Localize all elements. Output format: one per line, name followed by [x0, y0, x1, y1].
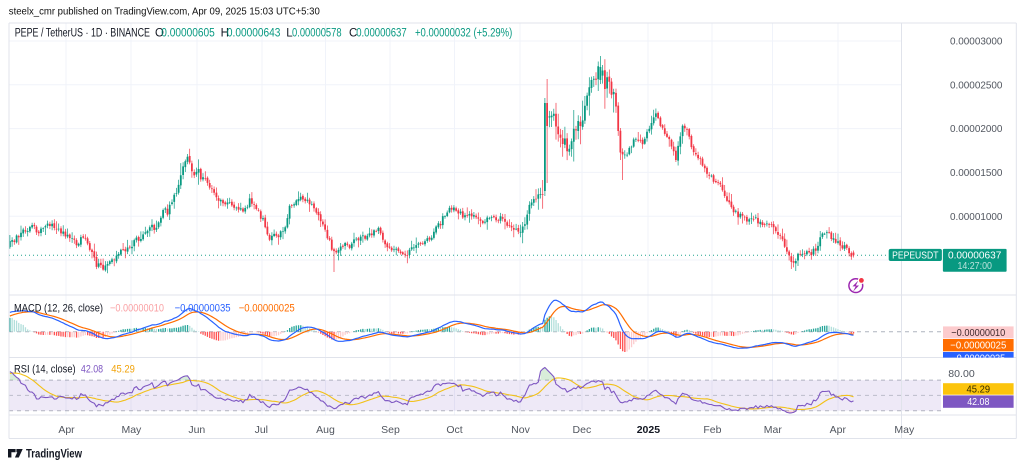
svg-text:PEPE / TetherUS · 1D · BINANCE: PEPE / TetherUS · 1D · BINANCE: [15, 27, 151, 39]
svg-text:Mar: Mar: [764, 424, 783, 436]
svg-text:May: May: [894, 424, 915, 436]
svg-text:Jun: Jun: [188, 424, 205, 436]
svg-text:−0.00000035: −0.00000035: [951, 353, 1005, 365]
svg-text:May: May: [121, 424, 142, 436]
svg-text:RSI (14, close): RSI (14, close): [14, 363, 76, 375]
svg-text:H: H: [221, 27, 229, 39]
svg-text:0.00000643: 0.00000643: [227, 27, 281, 39]
svg-text:PEPEUSDT: PEPEUSDT: [892, 250, 938, 261]
svg-text:0.00001500: 0.00001500: [950, 168, 1003, 179]
svg-text:O: O: [155, 27, 164, 39]
svg-text:−0.00000035: −0.00000035: [175, 303, 231, 315]
svg-text:0.00001000: 0.00001000: [950, 212, 1003, 223]
svg-text:Nov: Nov: [511, 424, 530, 436]
svg-text:0.00000637: 0.00000637: [356, 27, 407, 39]
svg-text:0.00002000: 0.00002000: [950, 124, 1003, 135]
svg-text:TradingView: TradingView: [26, 449, 82, 461]
svg-text:80.00: 80.00: [948, 369, 975, 380]
svg-text:0.00000578: 0.00000578: [292, 27, 342, 39]
svg-text:Aug: Aug: [316, 424, 335, 436]
svg-text:+0.00000032 (+5.29%): +0.00000032 (+5.29%): [415, 27, 512, 39]
svg-text:L: L: [286, 27, 293, 39]
svg-text:0.00000637: 0.00000637: [948, 250, 1002, 262]
svg-text:Sep: Sep: [381, 424, 400, 436]
svg-text:C: C: [349, 27, 357, 39]
svg-text:45.29: 45.29: [967, 383, 991, 395]
svg-text:42.08: 42.08: [81, 363, 103, 375]
svg-text:0.00002500: 0.00002500: [950, 80, 1003, 91]
svg-text:45.29: 45.29: [111, 363, 135, 375]
svg-text:2025: 2025: [637, 424, 661, 436]
svg-text:Apr: Apr: [830, 424, 847, 436]
svg-text:−0.00000025: −0.00000025: [950, 340, 1006, 352]
svg-text:0.00003000: 0.00003000: [950, 37, 1003, 48]
svg-text:steelx_cmr published on Tradin: steelx_cmr published on TradingView.com,…: [9, 6, 320, 18]
svg-text:Feb: Feb: [703, 424, 721, 436]
svg-text:Oct: Oct: [446, 424, 462, 436]
svg-text:Jul: Jul: [255, 424, 268, 436]
svg-text:−0.00000025: −0.00000025: [239, 303, 295, 315]
svg-text:Dec: Dec: [573, 424, 592, 436]
svg-text:42.08: 42.08: [967, 396, 989, 408]
svg-text:0.00000605: 0.00000605: [161, 27, 215, 39]
svg-text:MACD (12, 26, close): MACD (12, 26, close): [14, 303, 103, 315]
svg-text:−0.00000010: −0.00000010: [951, 327, 1005, 339]
svg-text:14:27:00: 14:27:00: [957, 261, 992, 272]
svg-text:−0.00000010: −0.00000010: [110, 303, 164, 315]
svg-text:Apr: Apr: [58, 424, 75, 436]
